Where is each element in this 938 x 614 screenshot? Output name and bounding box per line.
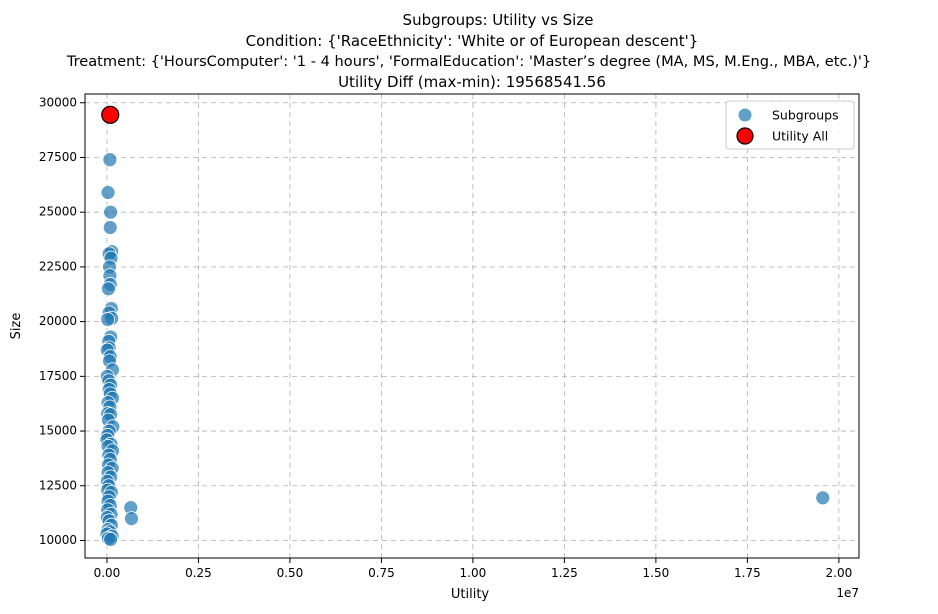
chart-title-line-2: Condition: {'RaceEthnicity': 'White or o…	[246, 32, 699, 50]
subgroup-point	[124, 511, 139, 527]
legend-label-subgroups: Subgroups	[772, 108, 839, 123]
data-points	[99, 105, 831, 547]
x-axis-label: Utility	[451, 587, 490, 602]
utility-all-point	[101, 105, 120, 124]
subgroup-point	[100, 312, 116, 327]
legend: Subgroups Utility All	[725, 100, 855, 150]
x-tick-label: 1.00	[460, 566, 487, 580]
x-tick-label: 1.50	[643, 566, 670, 580]
chart-title-line-4: Utility Diff (max-min): 19568541.56	[338, 73, 606, 91]
y-axis-label: Size	[9, 313, 24, 340]
legend-marker-subgroups	[737, 107, 753, 123]
chart-title-line-1: Subgroups: Utility vs Size	[403, 11, 594, 29]
y-tick-label: 27500	[39, 150, 77, 164]
x-tick-label: 1.75	[734, 566, 761, 580]
y-tick-label: 17500	[39, 369, 77, 383]
subgroup-point	[103, 531, 119, 547]
x-tick-label: 0.25	[185, 566, 212, 580]
subgroup-point	[815, 490, 831, 506]
legend-box	[725, 100, 855, 150]
y-tick-label: 10000	[39, 533, 77, 547]
y-tick-label: 20000	[39, 314, 77, 328]
y-tick-label: 30000	[39, 95, 77, 109]
x-tick-label: 1.25	[551, 566, 578, 580]
x-tick-label: 0.50	[277, 566, 304, 580]
subgroup-point	[102, 152, 118, 168]
subgroup-point	[101, 281, 116, 297]
x-axis-offset-label: 1e7	[836, 586, 859, 600]
legend-label-utility-all: Utility All	[772, 129, 828, 144]
chart-title-line-3: Treatment: {'HoursComputer': '1 - 4 hour…	[66, 53, 871, 70]
subgroup-point	[102, 220, 118, 235]
y-tick-label: 22500	[39, 259, 77, 273]
x-axis: 0.00 0.25 0.50 0.75 1.00 1.25 1.50 1.75 2.00	[94, 558, 853, 580]
x-tick-label: 0.00	[94, 566, 121, 580]
y-tick-label: 15000	[39, 424, 77, 438]
x-tick-label: 2.00	[826, 566, 853, 580]
plot-area	[84, 93, 860, 559]
gridlines	[85, 94, 859, 558]
subgroup-point	[103, 204, 119, 220]
y-tick-label: 25000	[39, 205, 77, 219]
x-tick-label: 0.75	[368, 566, 395, 580]
y-axis: 10000 12500 15000 17500 20000 22500 25000 27500…	[39, 95, 85, 547]
legend-marker-utility-all	[736, 127, 754, 145]
subgroup-point	[100, 185, 116, 200]
chart-title: Subgroups: Utility vs Size Condition: {'…	[66, 11, 871, 91]
y-tick-label: 12500	[39, 478, 77, 492]
